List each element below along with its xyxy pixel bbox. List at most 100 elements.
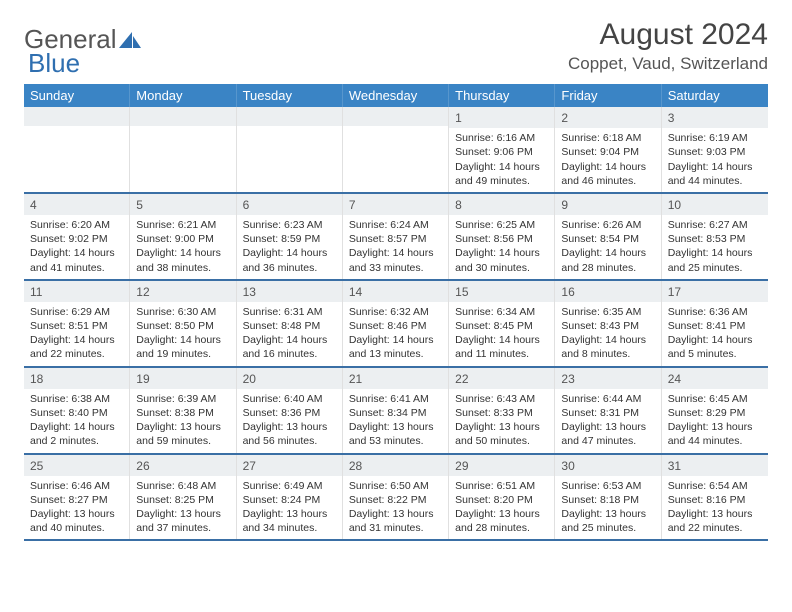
day-number: 5 bbox=[130, 194, 235, 215]
daylight-text: Daylight: 13 hours and 40 minutes. bbox=[30, 507, 123, 535]
day-number: 10 bbox=[662, 194, 768, 215]
sunset-text: Sunset: 8:18 PM bbox=[561, 493, 654, 507]
day-number bbox=[343, 107, 448, 126]
calendar-cell: 9Sunrise: 6:26 AMSunset: 8:54 PMDaylight… bbox=[555, 194, 661, 279]
sunrise-text: Sunrise: 6:24 AM bbox=[349, 218, 442, 232]
daylight-text: Daylight: 13 hours and 31 minutes. bbox=[349, 507, 442, 535]
day-number: 14 bbox=[343, 281, 448, 302]
day-info: Sunrise: 6:48 AMSunset: 8:25 PMDaylight:… bbox=[130, 476, 235, 540]
day-number bbox=[24, 107, 129, 126]
sunset-text: Sunset: 8:36 PM bbox=[243, 406, 336, 420]
week-row: 1Sunrise: 6:16 AMSunset: 9:06 PMDaylight… bbox=[24, 107, 768, 194]
daylight-text: Daylight: 14 hours and 25 minutes. bbox=[668, 246, 762, 274]
day-info: Sunrise: 6:27 AMSunset: 8:53 PMDaylight:… bbox=[662, 215, 768, 279]
sunrise-text: Sunrise: 6:48 AM bbox=[136, 479, 229, 493]
week-row: 11Sunrise: 6:29 AMSunset: 8:51 PMDayligh… bbox=[24, 281, 768, 368]
sunrise-text: Sunrise: 6:36 AM bbox=[668, 305, 762, 319]
day-number: 1 bbox=[449, 107, 554, 128]
day-info: Sunrise: 6:50 AMSunset: 8:22 PMDaylight:… bbox=[343, 476, 448, 540]
sunset-text: Sunset: 8:56 PM bbox=[455, 232, 548, 246]
daylight-text: Daylight: 13 hours and 25 minutes. bbox=[561, 507, 654, 535]
sunrise-text: Sunrise: 6:43 AM bbox=[455, 392, 548, 406]
calendar-cell: 2Sunrise: 6:18 AMSunset: 9:04 PMDaylight… bbox=[555, 107, 661, 192]
calendar-cell: 18Sunrise: 6:38 AMSunset: 8:40 PMDayligh… bbox=[24, 368, 130, 453]
sunrise-text: Sunrise: 6:34 AM bbox=[455, 305, 548, 319]
day-info: Sunrise: 6:36 AMSunset: 8:41 PMDaylight:… bbox=[662, 302, 768, 366]
sunset-text: Sunset: 8:46 PM bbox=[349, 319, 442, 333]
sunset-text: Sunset: 8:24 PM bbox=[243, 493, 336, 507]
calendar-cell: 25Sunrise: 6:46 AMSunset: 8:27 PMDayligh… bbox=[24, 455, 130, 540]
day-number: 13 bbox=[237, 281, 342, 302]
calendar-cell: 4Sunrise: 6:20 AMSunset: 9:02 PMDaylight… bbox=[24, 194, 130, 279]
calendar-cell: 13Sunrise: 6:31 AMSunset: 8:48 PMDayligh… bbox=[237, 281, 343, 366]
day-info: Sunrise: 6:53 AMSunset: 8:18 PMDaylight:… bbox=[555, 476, 660, 540]
sunset-text: Sunset: 8:40 PM bbox=[30, 406, 123, 420]
day-info: Sunrise: 6:39 AMSunset: 8:38 PMDaylight:… bbox=[130, 389, 235, 453]
day-number: 19 bbox=[130, 368, 235, 389]
sunset-text: Sunset: 9:02 PM bbox=[30, 232, 123, 246]
sunrise-text: Sunrise: 6:26 AM bbox=[561, 218, 654, 232]
daylight-text: Daylight: 14 hours and 41 minutes. bbox=[30, 246, 123, 274]
calendar-cell: 17Sunrise: 6:36 AMSunset: 8:41 PMDayligh… bbox=[662, 281, 768, 366]
daylight-text: Daylight: 14 hours and 44 minutes. bbox=[668, 160, 762, 188]
sunset-text: Sunset: 8:38 PM bbox=[136, 406, 229, 420]
day-number: 24 bbox=[662, 368, 768, 389]
day-number: 29 bbox=[449, 455, 554, 476]
sunrise-text: Sunrise: 6:29 AM bbox=[30, 305, 123, 319]
calendar: Sunday Monday Tuesday Wednesday Thursday… bbox=[24, 84, 768, 541]
day-info: Sunrise: 6:31 AMSunset: 8:48 PMDaylight:… bbox=[237, 302, 342, 366]
calendar-cell: 6Sunrise: 6:23 AMSunset: 8:59 PMDaylight… bbox=[237, 194, 343, 279]
sunrise-text: Sunrise: 6:31 AM bbox=[243, 305, 336, 319]
sunrise-text: Sunrise: 6:27 AM bbox=[668, 218, 762, 232]
sunrise-text: Sunrise: 6:39 AM bbox=[136, 392, 229, 406]
sunrise-text: Sunrise: 6:21 AM bbox=[136, 218, 229, 232]
calendar-cell: 8Sunrise: 6:25 AMSunset: 8:56 PMDaylight… bbox=[449, 194, 555, 279]
day-number: 12 bbox=[130, 281, 235, 302]
day-info: Sunrise: 6:24 AMSunset: 8:57 PMDaylight:… bbox=[343, 215, 448, 279]
sunrise-text: Sunrise: 6:25 AM bbox=[455, 218, 548, 232]
day-info: Sunrise: 6:32 AMSunset: 8:46 PMDaylight:… bbox=[343, 302, 448, 366]
day-number: 18 bbox=[24, 368, 129, 389]
day-number: 21 bbox=[343, 368, 448, 389]
day-number: 15 bbox=[449, 281, 554, 302]
sunrise-text: Sunrise: 6:23 AM bbox=[243, 218, 336, 232]
sunrise-text: Sunrise: 6:54 AM bbox=[668, 479, 762, 493]
sunrise-text: Sunrise: 6:41 AM bbox=[349, 392, 442, 406]
day-info: Sunrise: 6:21 AMSunset: 9:00 PMDaylight:… bbox=[130, 215, 235, 279]
day-header: Saturday bbox=[662, 84, 768, 107]
daylight-text: Daylight: 14 hours and 38 minutes. bbox=[136, 246, 229, 274]
daylight-text: Daylight: 14 hours and 36 minutes. bbox=[243, 246, 336, 274]
weeks-container: 1Sunrise: 6:16 AMSunset: 9:06 PMDaylight… bbox=[24, 107, 768, 541]
calendar-cell: 24Sunrise: 6:45 AMSunset: 8:29 PMDayligh… bbox=[662, 368, 768, 453]
daylight-text: Daylight: 13 hours and 53 minutes. bbox=[349, 420, 442, 448]
day-number: 16 bbox=[555, 281, 660, 302]
sunset-text: Sunset: 9:04 PM bbox=[561, 145, 654, 159]
day-number: 2 bbox=[555, 107, 660, 128]
sunrise-text: Sunrise: 6:51 AM bbox=[455, 479, 548, 493]
daylight-text: Daylight: 14 hours and 2 minutes. bbox=[30, 420, 123, 448]
calendar-cell: 28Sunrise: 6:50 AMSunset: 8:22 PMDayligh… bbox=[343, 455, 449, 540]
sunset-text: Sunset: 8:41 PM bbox=[668, 319, 762, 333]
daylight-text: Daylight: 14 hours and 16 minutes. bbox=[243, 333, 336, 361]
day-number: 7 bbox=[343, 194, 448, 215]
calendar-cell: 7Sunrise: 6:24 AMSunset: 8:57 PMDaylight… bbox=[343, 194, 449, 279]
day-header-row: Sunday Monday Tuesday Wednesday Thursday… bbox=[24, 84, 768, 107]
daylight-text: Daylight: 14 hours and 33 minutes. bbox=[349, 246, 442, 274]
day-number: 25 bbox=[24, 455, 129, 476]
sunset-text: Sunset: 8:57 PM bbox=[349, 232, 442, 246]
header: General August 2024 Coppet, Vaud, Switze… bbox=[24, 18, 768, 74]
calendar-cell: 10Sunrise: 6:27 AMSunset: 8:53 PMDayligh… bbox=[662, 194, 768, 279]
day-number: 30 bbox=[555, 455, 660, 476]
sunset-text: Sunset: 8:22 PM bbox=[349, 493, 442, 507]
daylight-text: Daylight: 14 hours and 22 minutes. bbox=[30, 333, 123, 361]
logo-sail-icon bbox=[119, 30, 145, 50]
day-number: 26 bbox=[130, 455, 235, 476]
calendar-cell: 31Sunrise: 6:54 AMSunset: 8:16 PMDayligh… bbox=[662, 455, 768, 540]
daylight-text: Daylight: 13 hours and 44 minutes. bbox=[668, 420, 762, 448]
day-info: Sunrise: 6:46 AMSunset: 8:27 PMDaylight:… bbox=[24, 476, 129, 540]
daylight-text: Daylight: 13 hours and 28 minutes. bbox=[455, 507, 548, 535]
day-number bbox=[237, 107, 342, 126]
sunset-text: Sunset: 8:20 PM bbox=[455, 493, 548, 507]
daylight-text: Daylight: 14 hours and 49 minutes. bbox=[455, 160, 548, 188]
sunset-text: Sunset: 8:59 PM bbox=[243, 232, 336, 246]
